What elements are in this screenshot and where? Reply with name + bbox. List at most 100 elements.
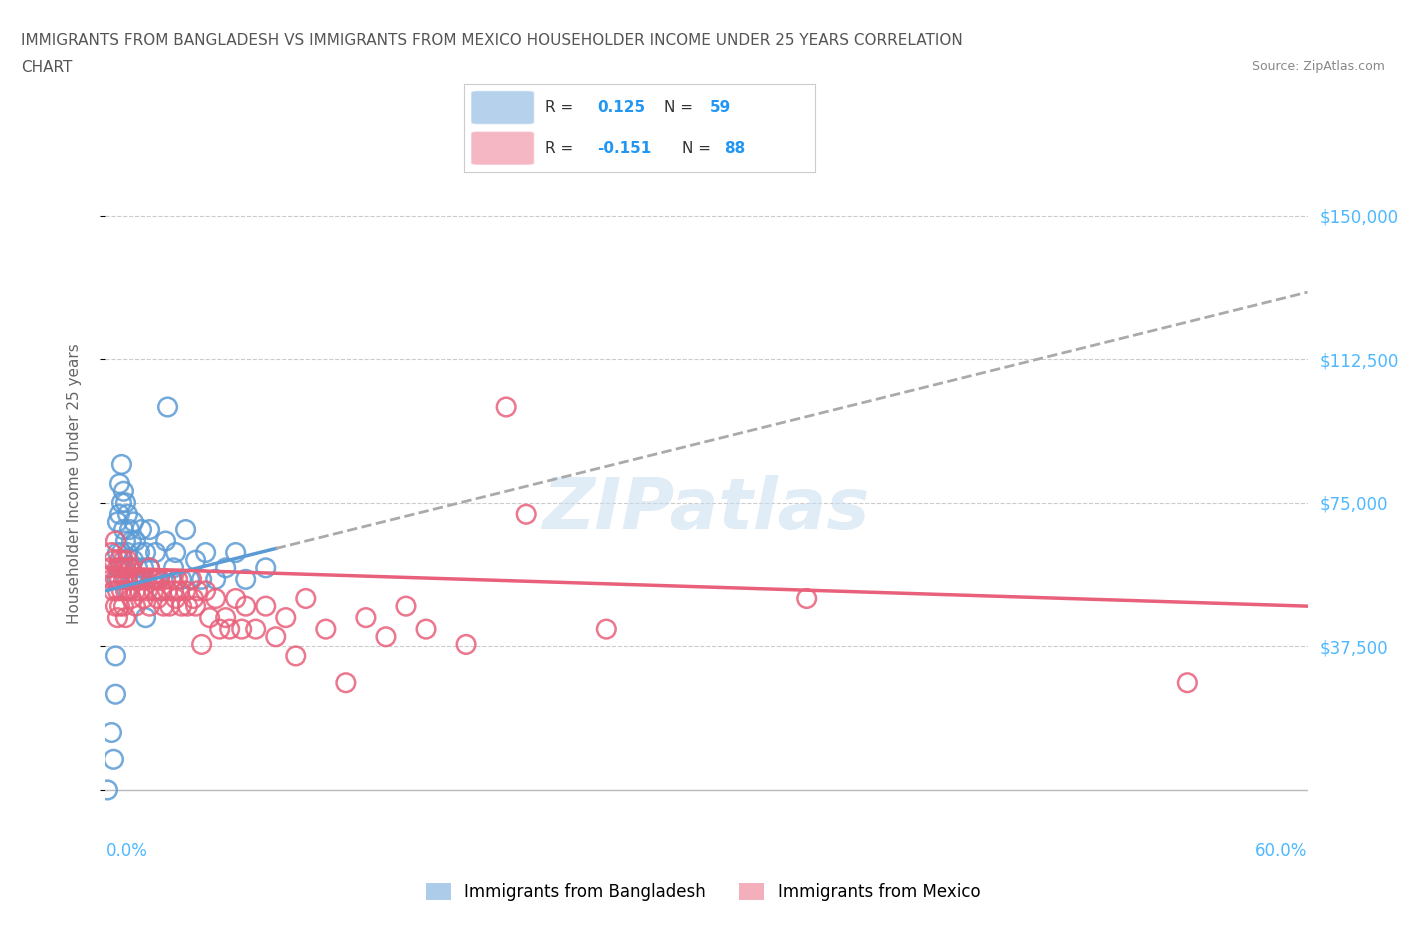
Point <box>179 572 201 587</box>
Point <box>122 514 145 529</box>
Text: 0.0%: 0.0% <box>105 842 148 860</box>
Point <box>127 561 149 576</box>
Point <box>138 522 160 537</box>
Point <box>165 591 187 606</box>
Point <box>96 782 118 797</box>
Text: Source: ZipAtlas.com: Source: ZipAtlas.com <box>1251 60 1385 73</box>
Point <box>141 572 163 587</box>
Point <box>110 583 132 598</box>
Point <box>796 591 818 606</box>
Point <box>170 572 193 587</box>
Point <box>156 583 179 598</box>
Point <box>108 476 131 491</box>
Point <box>254 599 277 614</box>
Point <box>145 545 167 560</box>
Point <box>194 583 217 598</box>
Point <box>315 621 337 636</box>
FancyBboxPatch shape <box>471 131 534 165</box>
FancyBboxPatch shape <box>471 91 534 125</box>
Point <box>117 572 139 587</box>
Point <box>107 610 129 625</box>
Point <box>254 561 277 576</box>
Text: R =: R = <box>546 100 578 115</box>
Point <box>235 599 257 614</box>
Point <box>110 496 132 511</box>
Point <box>142 572 165 587</box>
Point <box>127 572 149 587</box>
Point <box>118 561 141 576</box>
Point <box>124 572 146 587</box>
Point <box>121 561 143 576</box>
Point <box>132 591 155 606</box>
Point <box>146 572 169 587</box>
Point <box>112 552 135 567</box>
Point <box>117 545 139 560</box>
Point <box>117 552 139 567</box>
Point <box>495 400 517 415</box>
Point <box>108 599 131 614</box>
Point <box>100 572 122 587</box>
Point <box>132 561 155 576</box>
Point <box>114 583 136 598</box>
Point <box>135 610 157 625</box>
Point <box>104 572 127 587</box>
Text: ZIPatlas: ZIPatlas <box>543 475 870 544</box>
Point <box>121 534 143 549</box>
Point <box>174 583 197 598</box>
Point <box>146 591 169 606</box>
Point <box>138 561 160 576</box>
Point <box>100 725 122 740</box>
Point <box>274 610 297 625</box>
Point <box>103 751 125 766</box>
Point <box>122 572 145 587</box>
Point <box>114 534 136 549</box>
Point <box>135 572 157 587</box>
Point <box>107 514 129 529</box>
Point <box>156 400 179 415</box>
Point <box>108 552 131 567</box>
Point <box>374 630 398 644</box>
Point <box>225 545 247 560</box>
Point <box>124 534 146 549</box>
Text: N =: N = <box>682 140 716 155</box>
Text: 59: 59 <box>710 100 731 115</box>
Point <box>245 621 267 636</box>
Point <box>180 572 202 587</box>
Point <box>165 545 187 560</box>
Point <box>124 599 146 614</box>
Point <box>128 583 150 598</box>
Point <box>114 496 136 511</box>
Point <box>108 561 131 576</box>
Point <box>515 507 537 522</box>
Point <box>122 552 145 567</box>
Point <box>176 599 198 614</box>
Point <box>110 457 132 472</box>
Point <box>104 599 127 614</box>
Y-axis label: Householder Income Under 25 years: Householder Income Under 25 years <box>67 343 82 624</box>
Point <box>112 599 135 614</box>
Point <box>198 610 221 625</box>
Point <box>231 621 253 636</box>
Point <box>148 572 170 587</box>
Point <box>214 610 236 625</box>
Point <box>142 583 165 598</box>
Point <box>117 583 139 598</box>
Point <box>121 591 143 606</box>
Point <box>284 648 307 663</box>
Point <box>117 507 139 522</box>
Point <box>110 545 132 560</box>
Point <box>121 572 143 587</box>
Point <box>264 630 287 644</box>
Point <box>159 599 181 614</box>
Point <box>1177 675 1199 690</box>
Text: IMMIGRANTS FROM BANGLADESH VS IMMIGRANTS FROM MEXICO HOUSEHOLDER INCOME UNDER 25: IMMIGRANTS FROM BANGLADESH VS IMMIGRANTS… <box>21 33 963 47</box>
Point <box>174 522 197 537</box>
Point <box>184 552 207 567</box>
Point <box>103 583 125 598</box>
Point <box>112 484 135 498</box>
Point <box>150 583 173 598</box>
Point <box>160 572 183 587</box>
Text: -0.151: -0.151 <box>598 140 652 155</box>
Point <box>214 561 236 576</box>
Point <box>112 572 135 587</box>
